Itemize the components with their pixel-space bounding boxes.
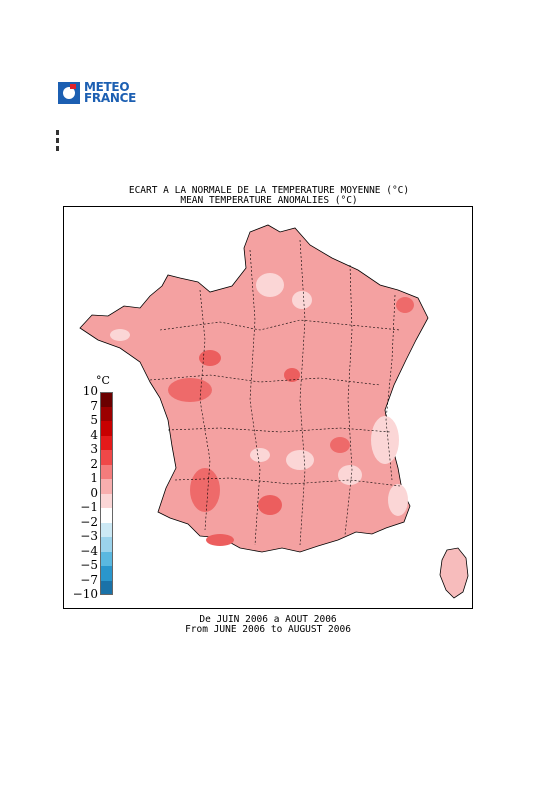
corsica [439, 547, 469, 599]
legend-swatch [100, 566, 113, 581]
legend-swatch [100, 580, 113, 595]
legend-label: 3 [90, 442, 98, 456]
color-legend [100, 392, 113, 595]
legend-label: −3 [80, 529, 98, 543]
legend-label: 7 [90, 398, 98, 413]
legend-label: −5 [80, 558, 98, 572]
meteo-france-emblem-icon [58, 82, 80, 104]
legend-swatch [100, 479, 113, 494]
legend-label: −2 [80, 514, 98, 529]
meteo-france-logo: METEO FRANCE [58, 80, 136, 105]
legend-label: −7 [80, 572, 98, 587]
legend-labels: 10 7 5 4 3 2 1 0 −1 −2 −3 −4 −5 −7 −10 [66, 384, 98, 602]
legend-swatch [100, 435, 113, 450]
map-title-fr: ECART A LA NORMALE DE LA TEMPERATURE MOY… [128, 185, 410, 196]
legend-label: −4 [80, 543, 98, 558]
map-title-en: MEAN TEMPERATURE ANOMALIES (°C) [180, 195, 358, 206]
legend-unit: °C [96, 374, 110, 387]
legend-swatch [100, 522, 113, 537]
legend-label: 10 [82, 384, 98, 398]
france-mainland [79, 224, 429, 553]
legend-label: 1 [90, 471, 98, 485]
legend-swatch [100, 537, 113, 552]
logo-line1: METEO [84, 80, 130, 94]
legend-label: 5 [90, 413, 98, 427]
legend-swatch [100, 508, 113, 523]
legend-swatch [100, 551, 113, 566]
legend-label: −10 [72, 587, 98, 601]
period-fr: De JUIN 2006 a AOUT 2006 [199, 614, 337, 625]
legend-label: 4 [90, 427, 98, 442]
legend-label: 0 [90, 485, 98, 500]
legend-swatch [100, 450, 113, 465]
anomaly-patches [110, 273, 414, 546]
logo-line2: FRANCE [84, 91, 136, 105]
legend-swatch [100, 464, 113, 479]
legend-label: −1 [80, 500, 98, 514]
page-marks [56, 130, 61, 156]
legend-swatch [100, 392, 113, 407]
legend-swatch [100, 493, 113, 508]
legend-swatch [100, 421, 113, 436]
legend-swatch [100, 406, 113, 421]
legend-label: 2 [90, 456, 98, 471]
period-en: From JUNE 2006 to AUGUST 2006 [185, 624, 351, 635]
department-borders [149, 239, 401, 546]
